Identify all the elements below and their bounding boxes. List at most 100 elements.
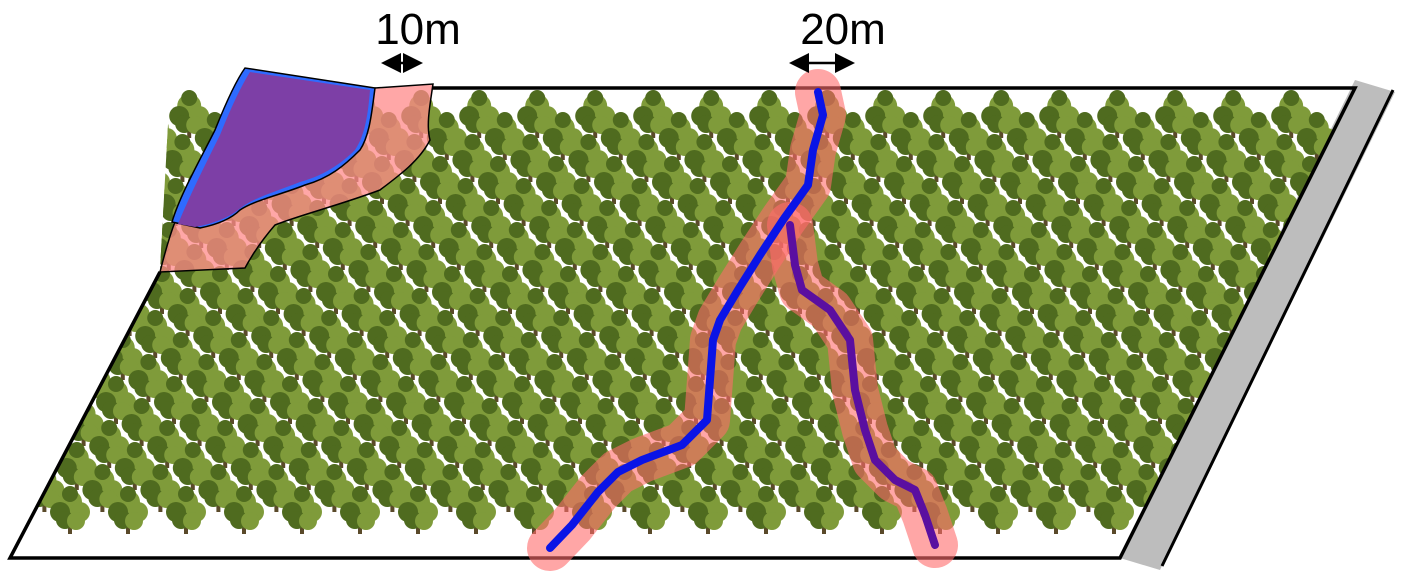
tree-icon — [1082, 376, 1122, 424]
tree-icon — [82, 464, 123, 512]
tree-icon — [116, 244, 157, 292]
tree-icon — [916, 134, 957, 182]
tree-icon — [986, 244, 1027, 292]
tree-icon — [483, 310, 524, 358]
tree-icon — [200, 266, 240, 314]
tree-icon — [123, 200, 164, 248]
tree-icon — [367, 310, 408, 358]
tree-icon — [514, 486, 554, 534]
tree-icon — [1005, 310, 1046, 358]
tree-icon — [97, 178, 138, 226]
tree-icon — [819, 200, 860, 248]
tree-icon — [978, 486, 1018, 534]
tree-icon — [502, 376, 542, 424]
tree-icon — [935, 200, 976, 248]
tree-icon — [1307, 420, 1348, 468]
tree-icon — [948, 112, 989, 160]
tree-icon — [554, 222, 595, 270]
tree-icon — [981, 90, 1022, 138]
tree-icon — [746, 486, 786, 534]
tree-icon — [490, 266, 530, 314]
tree-icon — [224, 486, 264, 534]
tree-icon — [406, 244, 447, 292]
tree-icon — [1134, 222, 1175, 270]
tree-icon — [237, 398, 278, 446]
tree-icon — [624, 332, 665, 380]
tree-icon — [1288, 354, 1329, 402]
tree-icon — [1238, 112, 1279, 160]
tree-icon — [952, 464, 993, 512]
tree-icon — [536, 156, 576, 204]
tree-icon — [972, 332, 1013, 380]
tree-icon — [1064, 112, 1105, 160]
tree-icon — [1039, 90, 1080, 138]
tree-icon — [114, 442, 155, 490]
tree-icon — [542, 112, 583, 160]
purple-stream — [786, 221, 939, 549]
tree-icon — [575, 90, 616, 138]
tree-icon — [1213, 90, 1254, 138]
tree-icon — [288, 442, 329, 490]
tree-icon — [1024, 376, 1064, 424]
tree-icon — [12, 354, 53, 402]
tree-icon — [759, 398, 800, 446]
tree-icon — [1044, 244, 1085, 292]
road-strip — [1120, 80, 1395, 570]
tree-icon — [1242, 464, 1283, 512]
tree-icon — [128, 354, 169, 402]
tree-icon — [244, 354, 285, 402]
tree-icon — [1172, 354, 1213, 402]
tree-icon — [1083, 178, 1124, 226]
tree-icon — [1058, 156, 1098, 204]
tree-icon — [130, 156, 170, 204]
tree-icon — [902, 222, 943, 270]
label-20m: 20m — [800, 5, 886, 54]
tree-icon — [321, 420, 362, 468]
tree-icon — [360, 354, 401, 402]
tree-icon — [90, 222, 131, 270]
tree-icon — [496, 222, 537, 270]
tree-icon — [147, 420, 188, 468]
tree-icon — [1211, 288, 1252, 336]
tree-icon — [10, 200, 48, 248]
tree-icon — [50, 486, 90, 534]
tree-icon — [1249, 420, 1290, 468]
tree-icon — [716, 112, 757, 160]
tree-icon — [954, 266, 994, 314]
tree-icon — [348, 244, 389, 292]
tree-icon — [529, 200, 570, 248]
tree-icon — [1100, 442, 1141, 490]
tree-icon — [566, 332, 607, 380]
tree-icon — [967, 178, 1008, 226]
tree-icon — [58, 244, 99, 292]
tree-icon — [720, 464, 761, 512]
tree-icon — [677, 178, 718, 226]
tree-icon — [1056, 354, 1097, 402]
tree-icon — [426, 112, 467, 160]
tree-icon — [1102, 244, 1143, 292]
tree-icon — [38, 376, 78, 424]
label-10m: 10m — [375, 5, 461, 54]
tree-icon — [862, 486, 902, 534]
tree-icon — [263, 420, 304, 468]
tree-icon — [258, 266, 298, 314]
tree-icon — [1302, 266, 1342, 314]
tree-icon — [469, 398, 510, 446]
tree-icon — [1097, 90, 1138, 138]
tree-icon — [1206, 134, 1247, 182]
tree-icon — [65, 200, 106, 248]
tree-icon — [926, 442, 967, 490]
tree-icon — [947, 310, 988, 358]
tree-icon — [10, 398, 46, 446]
tree-icon — [585, 398, 626, 446]
tree-icon — [877, 200, 918, 248]
tree-icon — [218, 332, 259, 380]
tree-icon — [1017, 420, 1058, 468]
road-edge-line — [1160, 89, 1395, 567]
tree-icon — [804, 486, 844, 534]
tree-icon — [727, 420, 768, 468]
tree-icon — [437, 420, 478, 468]
tree-icon — [600, 112, 641, 160]
tree-icon — [471, 200, 512, 248]
tree-icon — [638, 244, 679, 292]
